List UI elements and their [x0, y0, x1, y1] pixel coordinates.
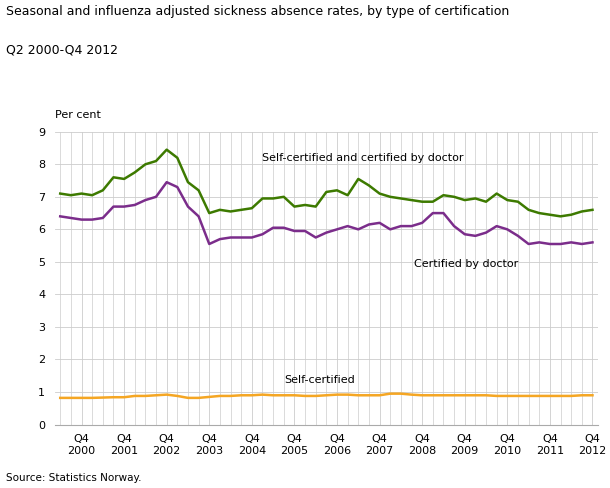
Text: Seasonal and influenza adjusted sickness absence rates, by type of certification: Seasonal and influenza adjusted sickness…: [6, 5, 509, 18]
Text: Per cent: Per cent: [55, 110, 101, 121]
Text: Source: Statistics Norway.: Source: Statistics Norway.: [6, 473, 142, 483]
Text: Certified by doctor: Certified by doctor: [414, 259, 518, 268]
Text: Self-certified: Self-certified: [284, 375, 354, 385]
Text: Q2 2000-Q4 2012: Q2 2000-Q4 2012: [6, 44, 118, 57]
Text: Self-certified and certified by doctor: Self-certified and certified by doctor: [262, 153, 464, 163]
